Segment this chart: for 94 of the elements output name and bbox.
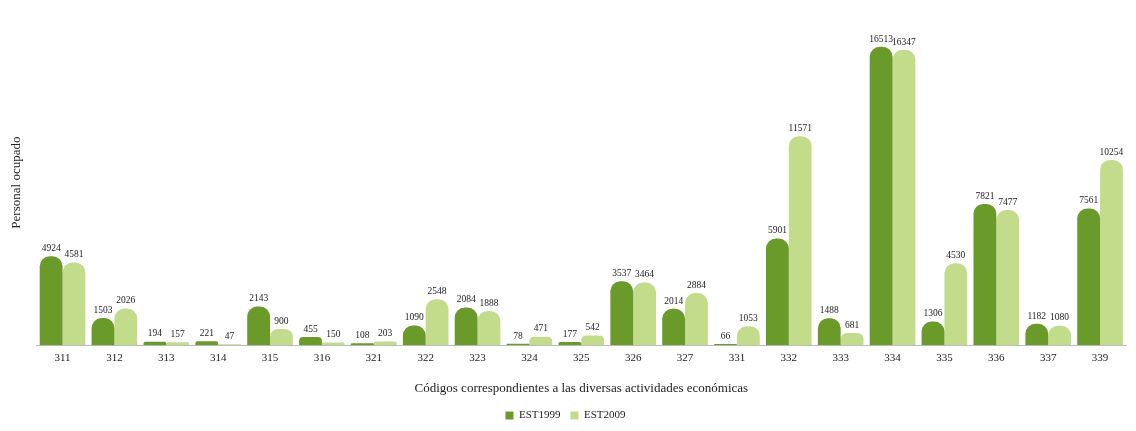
x-tick-label: 325	[573, 350, 591, 363]
x-tick-label: 331	[728, 350, 746, 363]
data-label: 4924	[41, 242, 61, 253]
bar	[166, 342, 190, 346]
data-label: 3464	[635, 269, 655, 280]
bar	[581, 335, 605, 346]
bar	[247, 306, 271, 346]
data-label: 542	[585, 322, 601, 333]
bar	[973, 203, 997, 346]
data-label: 1182	[1027, 310, 1047, 321]
bar	[529, 336, 553, 346]
data-label: 157	[170, 329, 186, 340]
bar	[633, 282, 656, 346]
bar	[610, 281, 634, 346]
bar	[321, 342, 345, 346]
bar	[869, 46, 893, 346]
x-axis-title: Códigos correspondientes a las diversas actividades económicas	[414, 379, 749, 395]
bar	[1077, 208, 1101, 346]
x-tick-label: 339	[1091, 350, 1109, 363]
data-label: 1306	[923, 308, 943, 319]
x-tick-label: 312	[106, 350, 123, 363]
x-tick-label: 332	[780, 350, 798, 363]
data-label: 2548	[427, 285, 447, 296]
data-label: 2084	[456, 294, 476, 305]
bar	[1100, 159, 1123, 346]
data-label: 1080	[1050, 312, 1070, 323]
bar	[477, 311, 501, 346]
data-label: 2014	[664, 295, 684, 306]
data-label: 203	[378, 328, 393, 339]
bar	[114, 308, 138, 346]
data-label: 1053	[738, 312, 759, 323]
data-label: 7561	[1079, 195, 1099, 206]
data-label: 2026	[116, 295, 136, 306]
data-label: 5901	[767, 225, 788, 236]
data-label: 221	[199, 327, 215, 338]
bar	[996, 210, 1020, 346]
bar	[788, 136, 812, 346]
x-tick-label: 327	[676, 350, 694, 363]
x-tick-label: 323	[469, 350, 487, 363]
legend-label: EST1999	[518, 408, 561, 421]
x-tick-label: 337	[1039, 350, 1057, 363]
data-label: 16347	[892, 36, 917, 47]
bar	[62, 262, 86, 346]
data-label: 11571	[788, 122, 813, 133]
bar	[39, 256, 63, 346]
x-tick-label: 334	[884, 350, 902, 363]
data-label: 2143	[249, 293, 269, 304]
x-tick-label: 315	[261, 350, 279, 363]
data-label: 66	[720, 330, 731, 341]
x-tick-label: 326	[624, 350, 642, 363]
data-label: 4581	[64, 249, 84, 260]
data-label: 177	[562, 328, 578, 339]
bar	[195, 341, 219, 346]
x-tick-label: 316	[313, 350, 331, 363]
data-label: 78	[513, 330, 524, 341]
data-label: 1488	[819, 305, 840, 316]
data-label: 1888	[479, 297, 499, 308]
data-label: 7821	[975, 190, 995, 201]
bar	[454, 307, 478, 346]
data-label: 3537	[612, 268, 632, 279]
bar	[944, 263, 968, 346]
data-label: 681	[844, 319, 860, 330]
data-label: 10254	[1099, 146, 1124, 157]
bar	[662, 308, 686, 346]
data-label: 150	[326, 329, 341, 340]
x-tick-label: 311	[54, 350, 71, 363]
data-label: 108	[355, 330, 370, 340]
x-tick-label: 333	[832, 350, 850, 363]
data-label: 7477	[998, 196, 1018, 207]
x-tick-label: 336	[988, 350, 1006, 363]
x-tick-label: 335	[936, 350, 954, 363]
bar	[558, 342, 582, 346]
data-label: 455	[303, 323, 318, 334]
data-label: 2884	[686, 279, 707, 290]
bar	[299, 336, 322, 346]
x-tick-label: 313	[158, 350, 176, 363]
data-label: 471	[533, 323, 549, 334]
legend-label: EST2009	[584, 408, 627, 421]
data-label: 1090	[404, 312, 425, 323]
x-tick-label: 314	[209, 350, 227, 363]
y-axis-title: Personal ocupado	[8, 136, 24, 229]
bar	[765, 238, 789, 346]
data-label: 4530	[946, 250, 966, 261]
data-label: 900	[274, 315, 289, 326]
data-label: 1503	[93, 304, 113, 315]
x-tick-label: 324	[521, 350, 539, 363]
data-label: 16513	[869, 33, 894, 44]
bar	[892, 49, 916, 346]
bar	[685, 293, 708, 346]
x-tick-label: 322	[417, 350, 434, 363]
data-label: 194	[147, 328, 163, 339]
x-tick-label: 321	[365, 350, 383, 363]
bar	[425, 299, 449, 346]
data-label: 47	[224, 331, 235, 342]
